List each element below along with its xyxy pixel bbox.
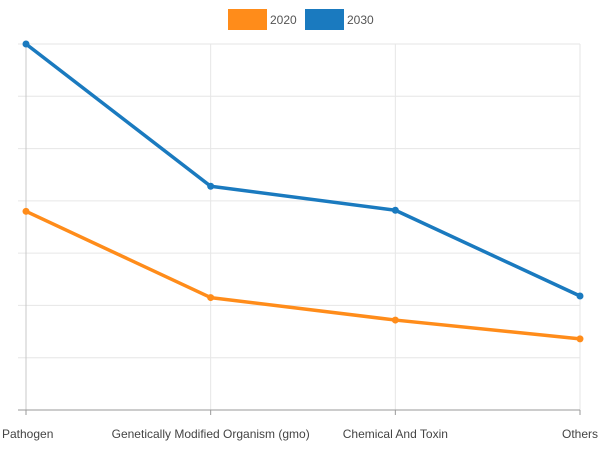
axes (18, 44, 581, 415)
x-tick-label: Others (562, 427, 598, 441)
legend: 2020 2030 (228, 9, 374, 30)
data-point-2030[interactable] (576, 292, 584, 300)
data-point-2030[interactable] (207, 182, 215, 190)
x-tick-label: Pathogen (2, 427, 53, 441)
legend-label: 2020 (270, 13, 297, 27)
legend-swatch (305, 9, 344, 30)
legend-label: 2030 (347, 13, 374, 27)
data-point-2030[interactable] (391, 206, 399, 214)
data-point-2020[interactable] (576, 335, 584, 343)
series-group (22, 40, 584, 343)
x-tick-labels: Pathogen Genetically Modified Organism (g… (2, 427, 598, 441)
series-line-2020 (24, 209, 582, 341)
grid-lines (18, 43, 581, 410)
legend-item-2020[interactable]: 2020 (228, 9, 297, 30)
legend-swatch (228, 9, 267, 30)
data-point-2020[interactable] (22, 207, 30, 215)
data-point-2020[interactable] (207, 294, 215, 302)
data-point-2020[interactable] (391, 316, 399, 324)
x-tick-label: Genetically Modified Organism (gmo) (112, 427, 310, 441)
data-point-2030[interactable] (22, 40, 30, 48)
x-tick-label: Chemical And Toxin (343, 427, 448, 441)
series-line-2030 (24, 42, 582, 298)
legend-item-2030[interactable]: 2030 (305, 9, 374, 30)
